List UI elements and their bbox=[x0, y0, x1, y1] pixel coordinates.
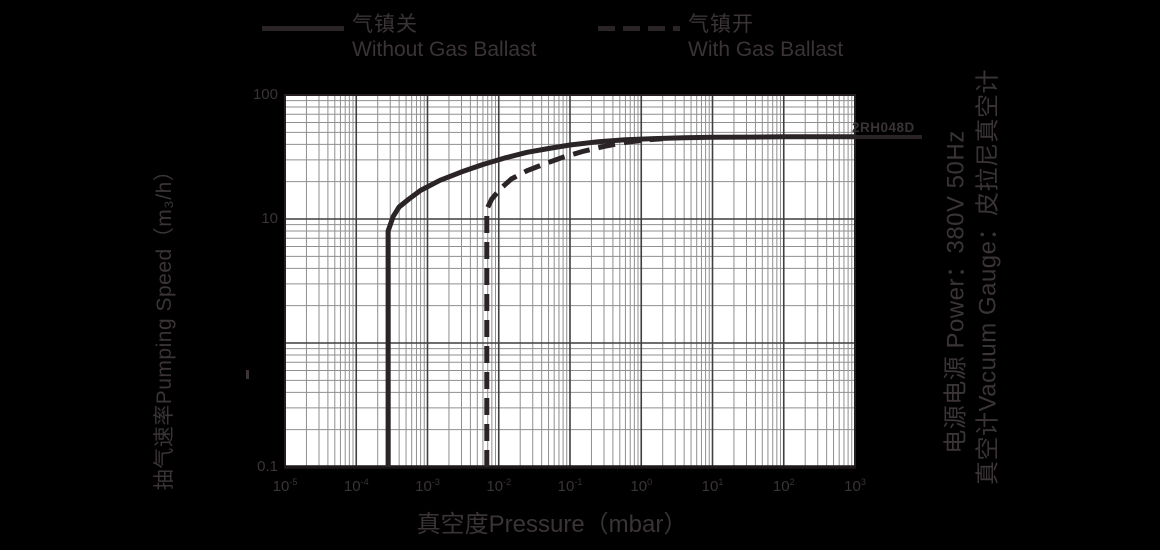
power-spec-note: 电源电源 Power：380V 50Hz bbox=[942, 130, 970, 454]
x-tick-label: 101 bbox=[701, 477, 724, 495]
x-tick-label: 10-5 bbox=[272, 477, 298, 495]
y-tick-label: 100 bbox=[252, 86, 278, 103]
y-tick-label: 0.1 bbox=[257, 458, 278, 475]
solid-line-swatch-icon bbox=[262, 26, 344, 31]
legend-label-cn: 气镇关 bbox=[352, 13, 418, 36]
y-tick-label: 10 bbox=[261, 210, 278, 227]
legend-label-en: Without Gas Ballast bbox=[352, 38, 537, 61]
x-tick-label: 102 bbox=[772, 477, 795, 495]
curve-model-label: 2RH048D bbox=[852, 120, 915, 135]
dashed-line-swatch-icon bbox=[598, 26, 680, 31]
x-tick-label: 103 bbox=[844, 477, 866, 495]
y-axis-title: 抽气速率Pumping Speed（m₃/h） bbox=[153, 159, 176, 491]
x-axis-title: 真空度Pressure（mbar） bbox=[416, 511, 688, 538]
x-tick-label: 100 bbox=[630, 477, 653, 495]
x-tick-label: 10-2 bbox=[486, 477, 512, 495]
curve-label-underline bbox=[848, 135, 922, 139]
x-tick-label: 10-3 bbox=[415, 477, 440, 495]
x-tick-label: 10-1 bbox=[557, 477, 583, 495]
legend-label-en: With Gas Ballast bbox=[688, 38, 844, 61]
legend-label-cn: 气镇开 bbox=[688, 13, 754, 36]
curve-solid bbox=[385, 134, 855, 467]
curve-dashed bbox=[484, 136, 663, 467]
x-tick-label: 10-4 bbox=[343, 477, 369, 495]
y-tick-artifact-mark bbox=[246, 370, 249, 379]
gauge-spec-note: 真空计Vacuum Gauge：皮拉尼真空计 bbox=[974, 69, 1002, 485]
